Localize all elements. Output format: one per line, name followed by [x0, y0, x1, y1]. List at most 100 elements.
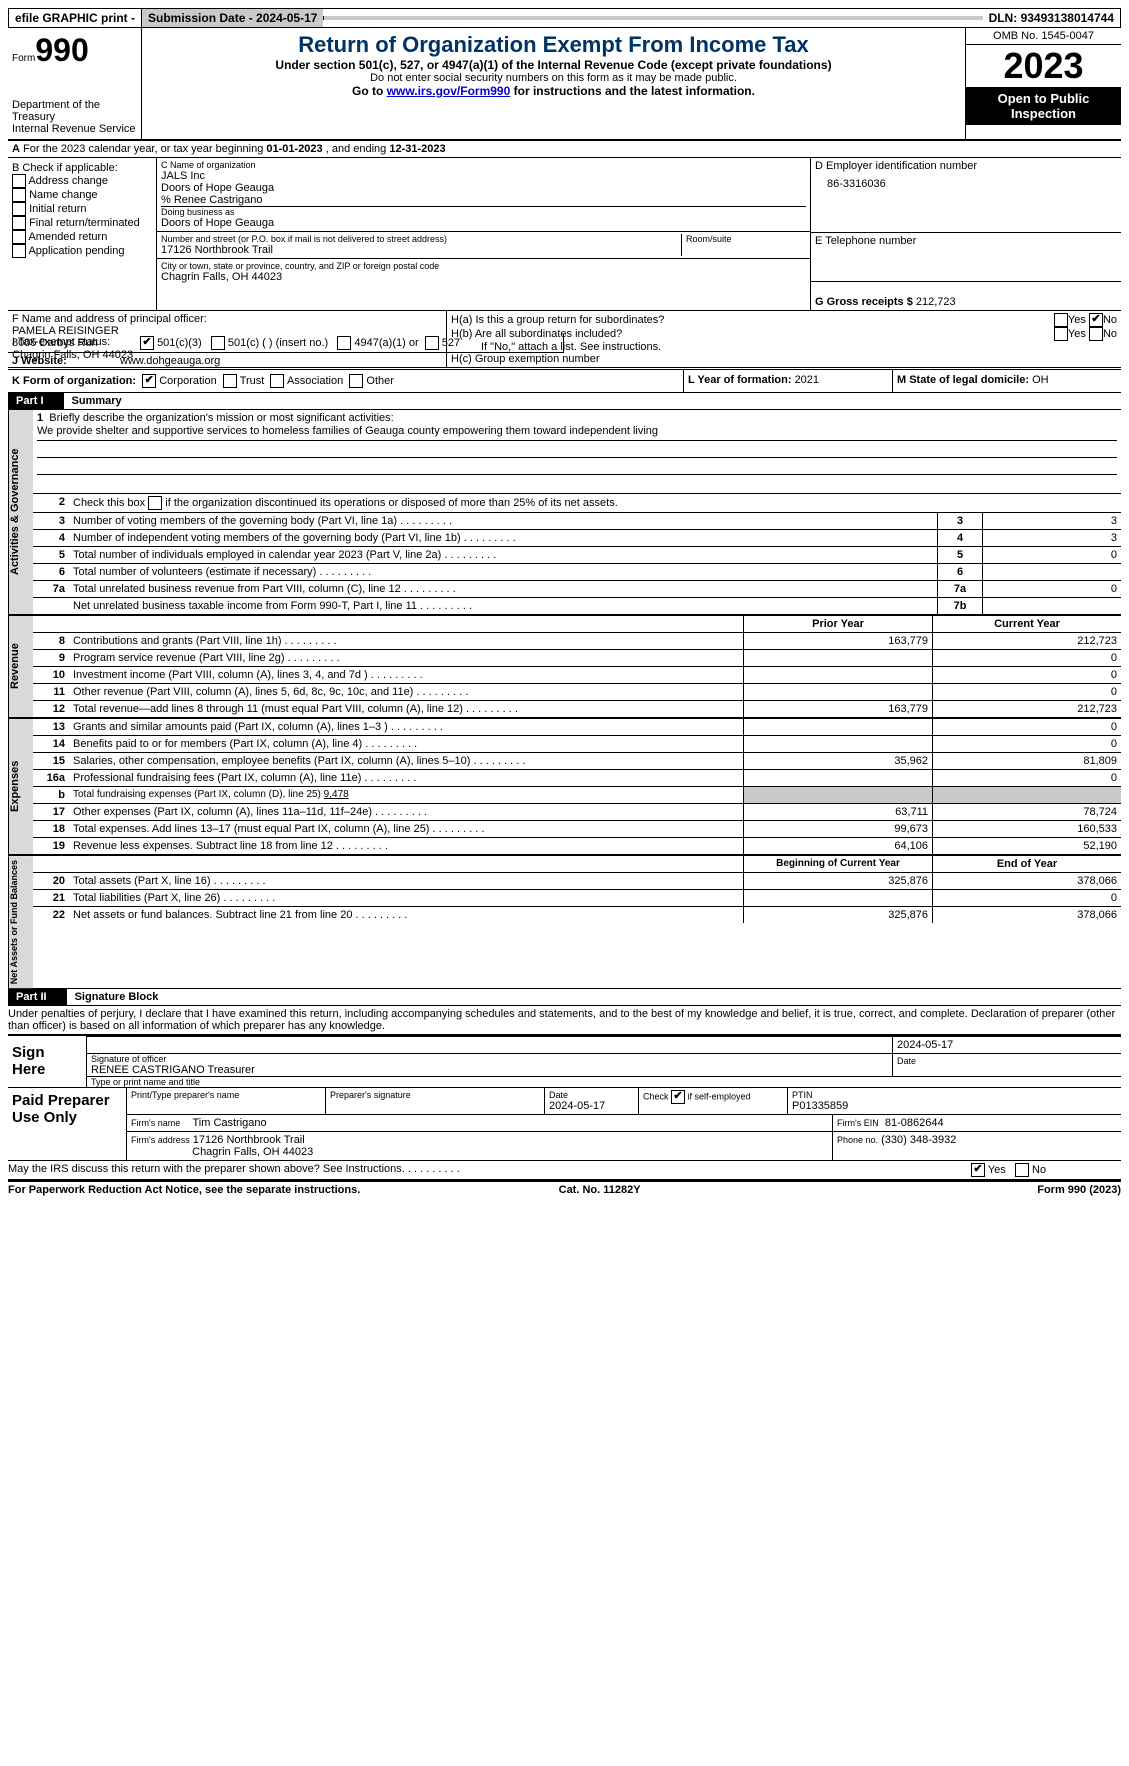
org-name-2: Doors of Hope Geauga	[161, 182, 806, 194]
efile-label: efile GRAPHIC print -	[9, 9, 141, 27]
open-inspection: Open to Public Inspection	[966, 87, 1121, 125]
website-value: www.dohgeauga.org	[116, 353, 1121, 369]
line-7b-desc: Net unrelated business taxable income fr…	[69, 598, 937, 614]
ein-value: 86-3316036	[815, 172, 1117, 190]
penalties-text: Under penalties of perjury, I declare th…	[8, 1005, 1121, 1034]
firm-name: Tim Castrigano	[192, 1117, 266, 1129]
checkbox-hb-yes[interactable]	[1054, 327, 1068, 341]
revenue-line-11: 11Other revenue (Part VIII, column (A), …	[33, 684, 1121, 701]
line-4-val: 3	[982, 530, 1121, 546]
checkbox-initial-return[interactable]	[12, 202, 26, 216]
col-d-ein: D Employer identification number 86-3316…	[811, 158, 1121, 310]
checkbox-discontinued[interactable]	[148, 496, 162, 510]
domicile-label: M State of legal domicile:	[897, 374, 1032, 386]
line-5-desc: Total number of individuals employed in …	[69, 547, 937, 563]
line-7a-desc: Total unrelated business revenue from Pa…	[69, 581, 937, 597]
checkbox-final-return[interactable]	[12, 216, 26, 230]
part-2-tag: Part II	[8, 989, 67, 1005]
sign-date: 2024-05-17	[892, 1036, 1121, 1054]
ptin: P01335859	[792, 1100, 1117, 1112]
irs-link[interactable]: www.irs.gov/Form990	[387, 84, 511, 98]
officer-signature: RENEE CASTRIGANO Treasurer	[91, 1064, 888, 1076]
firm-ein: 81-0862644	[885, 1117, 944, 1129]
entity-info: B Check if applicable: Address change Na…	[8, 158, 1121, 311]
dln: DLN: 93493138014744	[983, 9, 1120, 27]
checkbox-527[interactable]	[425, 336, 439, 350]
footer-right: Form 990 (2023)	[1037, 1184, 1121, 1196]
dba-value: Doors of Hope Geauga	[161, 217, 806, 229]
mission-label: Briefly describe the organization's miss…	[49, 412, 393, 424]
checkbox-name-change[interactable]	[12, 188, 26, 202]
expense-line-13: 13Grants and similar amounts paid (Part …	[33, 719, 1121, 736]
street-label: Number and street (or P.O. box if mail i…	[161, 234, 681, 244]
firm-phone: (330) 348-3932	[881, 1134, 956, 1146]
checkbox-self-employed[interactable]	[671, 1090, 685, 1104]
form-org-row: K Form of organization: Corporation Trus…	[8, 370, 1121, 393]
prep-print-label: Print/Type preparer's name	[131, 1090, 321, 1100]
sign-here-label: Sign Here	[8, 1036, 87, 1087]
checkbox-4947[interactable]	[337, 336, 351, 350]
section-governance: Activities & Governance 1 Briefly descri…	[8, 409, 1121, 614]
year-formation: 2021	[795, 374, 819, 386]
expense-line-14: 14Benefits paid to or for members (Part …	[33, 736, 1121, 753]
checkbox-ha-no[interactable]	[1089, 313, 1103, 327]
page-footer: For Paperwork Reduction Act Notice, see …	[8, 1181, 1121, 1196]
checkbox-discuss-yes[interactable]	[971, 1163, 985, 1177]
footer-cat: Cat. No. 11282Y	[559, 1184, 641, 1196]
col-c-org: C Name of organization JALS Inc Doors of…	[157, 158, 811, 310]
form-number: 990	[35, 32, 88, 68]
expense-line-18: 18Total expenses. Add lines 13–17 (must …	[33, 821, 1121, 838]
prep-date: 2024-05-17	[549, 1100, 634, 1112]
net-line-20: 20Total assets (Part X, line 16)325,8763…	[33, 873, 1121, 890]
org-name-3: % Renee Castrigano	[161, 194, 806, 206]
city-label: City or town, state or province, country…	[161, 261, 806, 271]
subtitle-1: Under section 501(c), 527, or 4947(a)(1)…	[146, 58, 961, 72]
vtab-net: Net Assets or Fund Balances	[8, 856, 33, 988]
tax-exempt-row: I Tax-exempt status: 501(c)(3) 501(c) ( …	[8, 334, 564, 353]
sig-officer-label: Signature of officer	[91, 1054, 888, 1064]
section-expenses: Expenses 13Grants and similar amounts pa…	[8, 717, 1121, 854]
tax-year: 2023	[966, 45, 1121, 87]
website-row: J Website: www.dohgeauga.org	[8, 353, 1121, 370]
net-line-21: 21Total liabilities (Part X, line 26)0	[33, 890, 1121, 907]
checkbox-other[interactable]	[349, 374, 363, 388]
firm-addr1: 17126 Northbrook Trail	[193, 1134, 305, 1146]
year-formation-label: L Year of formation:	[688, 374, 795, 386]
checkbox-corp[interactable]	[142, 374, 156, 388]
line-6-desc: Total number of volunteers (estimate if …	[69, 564, 937, 580]
row-i-label: I Tax-exempt status:	[8, 334, 136, 352]
mission-text: We provide shelter and supportive servic…	[37, 424, 1117, 441]
street-value: 17126 Northbrook Trail	[161, 244, 681, 256]
checkbox-hb-no[interactable]	[1089, 327, 1103, 341]
revenue-line-12: 12Total revenue—add lines 8 through 11 (…	[33, 701, 1121, 717]
checkbox-trust[interactable]	[223, 374, 237, 388]
footer-left: For Paperwork Reduction Act Notice, see …	[8, 1184, 360, 1196]
prep-sig-label: Preparer's signature	[330, 1090, 540, 1100]
checkbox-501c[interactable]	[211, 336, 225, 350]
checkbox-address-change[interactable]	[12, 174, 26, 188]
org-name-1: JALS Inc	[161, 170, 806, 182]
col-b-checkboxes: B Check if applicable: Address change Na…	[8, 158, 157, 310]
checkbox-discuss-no[interactable]	[1015, 1163, 1029, 1177]
line-3-val: 3	[982, 513, 1121, 529]
form-prefix: Form	[12, 53, 35, 64]
checkbox-501c3[interactable]	[140, 336, 154, 350]
form-header: Form990 Department of the Treasury Inter…	[8, 28, 1121, 141]
gross-label: G Gross receipts $	[815, 296, 916, 308]
checkbox-assoc[interactable]	[270, 374, 284, 388]
discuss-row: May the IRS discuss this return with the…	[8, 1161, 1121, 1181]
section-revenue: Revenue Prior YearCurrent Year 8Contribu…	[8, 614, 1121, 717]
revenue-line-10: 10Investment income (Part VIII, column (…	[33, 667, 1121, 684]
vtab-expenses: Expenses	[8, 719, 33, 854]
line-7a-val: 0	[982, 581, 1121, 597]
expense-line-17: 17Other expenses (Part IX, column (A), l…	[33, 804, 1121, 821]
checkbox-app-pending[interactable]	[12, 244, 26, 258]
section-net-assets: Net Assets or Fund Balances Beginning of…	[8, 854, 1121, 989]
checkbox-ha-yes[interactable]	[1054, 313, 1068, 327]
submission-date: Submission Date - 2024-05-17	[141, 9, 323, 27]
checkbox-amended[interactable]	[12, 230, 26, 244]
hdr-end-year: End of Year	[932, 856, 1121, 872]
part-1-title: Summary	[64, 393, 130, 409]
preparer-label: Paid Preparer Use Only	[8, 1088, 127, 1160]
expense-line-15: 15Salaries, other compensation, employee…	[33, 753, 1121, 770]
